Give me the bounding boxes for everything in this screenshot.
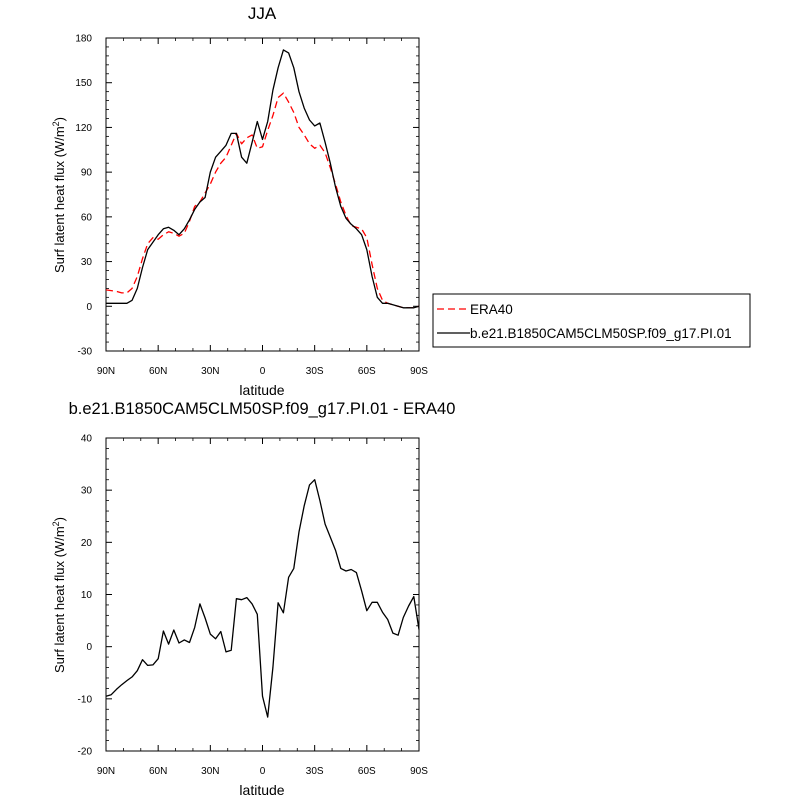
bottom-ytick-label: 20 xyxy=(81,538,93,549)
top-y-axis-label-sup: 2 xyxy=(51,121,61,126)
top-xtick-label: 90S xyxy=(410,366,428,377)
bottom-xtick-label: 30S xyxy=(306,766,324,777)
top-ytick-label: 60 xyxy=(81,212,93,223)
top-xtick-label: 60S xyxy=(358,366,376,377)
legend-label-era40: ERA40 xyxy=(470,302,513,317)
top-x-axis-label: latitude xyxy=(239,382,284,398)
bottom-y-axis-label-sup: 2 xyxy=(51,521,61,526)
top-plot-frame xyxy=(105,37,420,352)
bottom-xtick-label: 30N xyxy=(201,766,219,777)
legend: ERA40 b.e21.B1850CAM5CLM50SP.f09_g17.PI.… xyxy=(432,293,751,348)
top-chart-title: JJA xyxy=(248,4,277,23)
bottom-xtick-label: 0 xyxy=(260,766,266,777)
top-series-line-b-e21-b1850cam5clm50sp-f09-g17-pi-01 xyxy=(106,49,420,309)
top-series-lines xyxy=(105,49,420,309)
top-xtick-label: 30N xyxy=(201,366,219,377)
bottom-series-line-0 xyxy=(105,479,420,718)
bottom-ytick-label: -10 xyxy=(78,694,93,705)
top-panel: JJA -30 0 30 60 90 120 150 180 90N 60N 30N 0 30S 60S 9… xyxy=(51,4,428,398)
legend-label-model: b.e21.B1850CAM5CLM50SP.f09_g17.PI.01 xyxy=(470,326,732,341)
top-xtick-label: 60N xyxy=(149,366,167,377)
bottom-xtick-label: 60N xyxy=(149,766,167,777)
bottom-axes: -20 -10 0 10 20 30 40 90N 60N 30N 0 30S 60S 90S xyxy=(78,434,429,778)
bottom-y-axis-label-main: Surf latent heat flux (W/m xyxy=(52,526,67,673)
top-ytick-label: 120 xyxy=(75,123,92,134)
bottom-y-axis-label-close: ) xyxy=(52,517,67,521)
top-ytick-label: 150 xyxy=(75,78,92,89)
bottom-plot-frame xyxy=(105,437,420,752)
bottom-chart-title: b.e21.B1850CAM5CLM50SP.f09_g17.PI.01 - E… xyxy=(69,400,456,418)
top-xtick-label: 30S xyxy=(306,366,324,377)
top-ytick-label: -30 xyxy=(78,347,93,358)
bottom-ytick-label: 40 xyxy=(81,434,93,445)
bottom-ytick-label: 30 xyxy=(81,486,93,497)
top-ytick-label: 30 xyxy=(81,257,93,268)
bottom-x-axis-label: latitude xyxy=(239,782,284,798)
top-y-axis-label-main: Surf latent heat flux (W/m xyxy=(52,126,67,273)
top-y-axis-label-close: ) xyxy=(52,117,67,121)
bottom-xtick-label: 60S xyxy=(358,766,376,777)
bottom-xtick-label: 90N xyxy=(97,766,115,777)
bottom-series-lines xyxy=(105,479,420,718)
legend-box xyxy=(432,293,751,348)
bottom-panel: b.e21.B1850CAM5CLM50SP.f09_g17.PI.01 - E… xyxy=(51,400,455,798)
top-xtick-label: 0 xyxy=(260,366,266,377)
bottom-xtick-label: 90S xyxy=(410,766,428,777)
bottom-ytick-label: 0 xyxy=(86,642,92,653)
top-ytick-label: 180 xyxy=(75,34,92,45)
top-axes: -30 0 30 60 90 120 150 180 90N 60N 30N 0 30S 60S 90S xyxy=(75,34,428,378)
top-ytick-label: 0 xyxy=(86,302,92,313)
bottom-y-axis-label: Surf latent heat flux (W/m2) xyxy=(51,517,67,673)
bottom-ytick-label: -20 xyxy=(78,747,93,758)
bottom-ytick-label: 10 xyxy=(81,590,93,601)
top-series-line-era40 xyxy=(105,92,420,309)
top-ytick-label: 90 xyxy=(81,168,93,179)
top-xtick-label: 90N xyxy=(97,366,115,377)
top-y-axis-label: Surf latent heat flux (W/m2) xyxy=(51,117,67,273)
